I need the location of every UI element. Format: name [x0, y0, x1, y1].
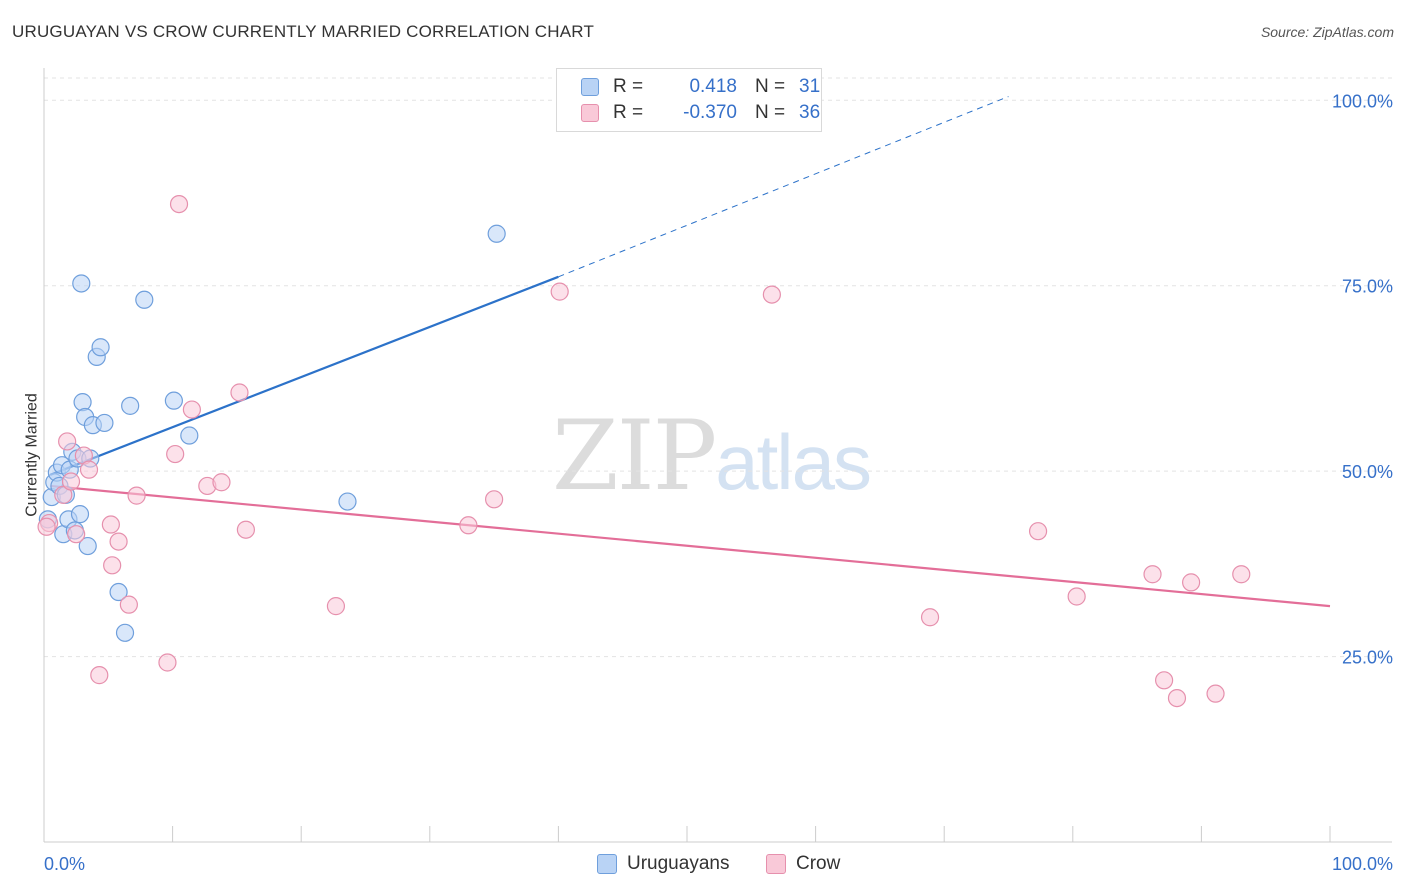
- point-crow: [1206, 684, 1225, 703]
- legend-item-uruguayans[interactable]: Uruguayans: [597, 853, 729, 875]
- watermark-atlas: atlas: [715, 418, 872, 506]
- point-crow: [109, 532, 128, 551]
- watermark: ZIPatlas: [552, 400, 872, 512]
- trend-lines: [50, 96, 1331, 608]
- point-crow: [61, 472, 81, 491]
- tick-labels: 25.0% 50.0% 75.0% 100.0% 0.0% 100.0%: [44, 91, 1393, 874]
- point-uruguayan: [121, 396, 140, 415]
- y-tick-label: 75.0%: [1342, 277, 1393, 297]
- point-uruguayan: [73, 393, 92, 412]
- point-crow: [169, 194, 189, 214]
- point-crow: [459, 516, 478, 535]
- n-value: 36: [799, 102, 821, 123]
- point-crow: [58, 432, 77, 451]
- point-uruguayan: [95, 413, 114, 433]
- point-crow: [1155, 671, 1174, 690]
- point-uruguayan: [115, 623, 135, 642]
- point-crow: [920, 608, 940, 627]
- legend-label-uruguayans: Uruguayans: [627, 853, 730, 874]
- point-crow: [37, 517, 56, 536]
- r-label: R =: [613, 102, 644, 123]
- legend-label-crow: Crow: [796, 853, 841, 874]
- point-crow: [236, 520, 256, 539]
- point-crow: [101, 515, 120, 534]
- y-tick-label: 50.0%: [1342, 462, 1393, 482]
- data-points: [37, 194, 1251, 708]
- point-crow: [182, 400, 201, 419]
- point-crow: [127, 486, 146, 505]
- stats-row-crow: R = -0.370 N = 36: [581, 100, 820, 126]
- point-crow: [550, 282, 569, 301]
- point-crow: [1067, 587, 1086, 606]
- point-crow: [119, 595, 138, 614]
- point-crow: [79, 460, 99, 479]
- axes: [43, 68, 1392, 843]
- y-tick-label: 100.0%: [1332, 91, 1393, 111]
- uruguayan-swatch: [581, 78, 599, 96]
- point-crow: [103, 556, 122, 575]
- x-tick-label-min: 0.0%: [44, 854, 85, 874]
- r-value: -0.370: [683, 102, 737, 123]
- grid-lines: [44, 77, 1392, 658]
- point-crow: [230, 383, 249, 402]
- r-value: 0.418: [689, 76, 737, 97]
- point-uruguayan: [78, 536, 97, 556]
- point-crow: [1232, 565, 1251, 584]
- watermark-zip: ZIP: [552, 400, 717, 512]
- trend-line-uruguayan-extension: [558, 96, 1009, 278]
- point-crow: [212, 473, 231, 492]
- point-crow: [90, 666, 109, 685]
- point-crow: [1182, 573, 1201, 592]
- point-crow: [762, 285, 781, 304]
- point-uruguayan: [70, 505, 90, 524]
- legend-swatch-uruguayans: [597, 854, 617, 874]
- point-uruguayan: [180, 426, 199, 445]
- correlation-stats-box: R = 0.418 N = 31 R = -0.370 N = 36: [556, 68, 822, 132]
- stats-row-uruguayan: R = 0.418 N = 31: [581, 74, 820, 100]
- point-uruguayan: [164, 391, 183, 410]
- source-credit: Source: ZipAtlas.com: [1260, 24, 1394, 40]
- point-crow: [54, 485, 73, 504]
- chart-title: URUGUAYAN VS CROW CURRENTLY MARRIED CORR…: [12, 22, 595, 41]
- point-crow: [1028, 522, 1048, 541]
- n-value: 31: [799, 76, 821, 97]
- point-uruguayan: [109, 582, 128, 602]
- point-uruguayan: [487, 224, 506, 243]
- point-uruguayan: [91, 338, 110, 357]
- n-label: N =: [755, 102, 786, 123]
- point-uruguayan: [338, 492, 357, 511]
- point-crow: [485, 490, 504, 509]
- legend: Uruguayans Crow: [0, 850, 1406, 880]
- point-uruguayan: [135, 290, 154, 309]
- point-crow: [1143, 565, 1162, 584]
- point-crow: [158, 653, 177, 672]
- point-crow: [166, 444, 185, 464]
- point-crow: [326, 597, 346, 616]
- trend-line-uruguayan: [50, 275, 559, 476]
- trend-line-crow: [50, 484, 1331, 608]
- r-label: R =: [613, 76, 644, 97]
- point-uruguayan: [72, 274, 91, 293]
- point-crow: [67, 525, 86, 544]
- point-crow: [1167, 689, 1187, 708]
- legend-swatch-crow: [766, 854, 786, 874]
- x-tick-label-max: 100.0%: [1332, 854, 1393, 874]
- legend-item-crow[interactable]: Crow: [766, 853, 840, 875]
- n-label: N =: [755, 76, 786, 97]
- y-tick-label: 25.0%: [1342, 648, 1393, 668]
- crow-swatch: [581, 104, 599, 122]
